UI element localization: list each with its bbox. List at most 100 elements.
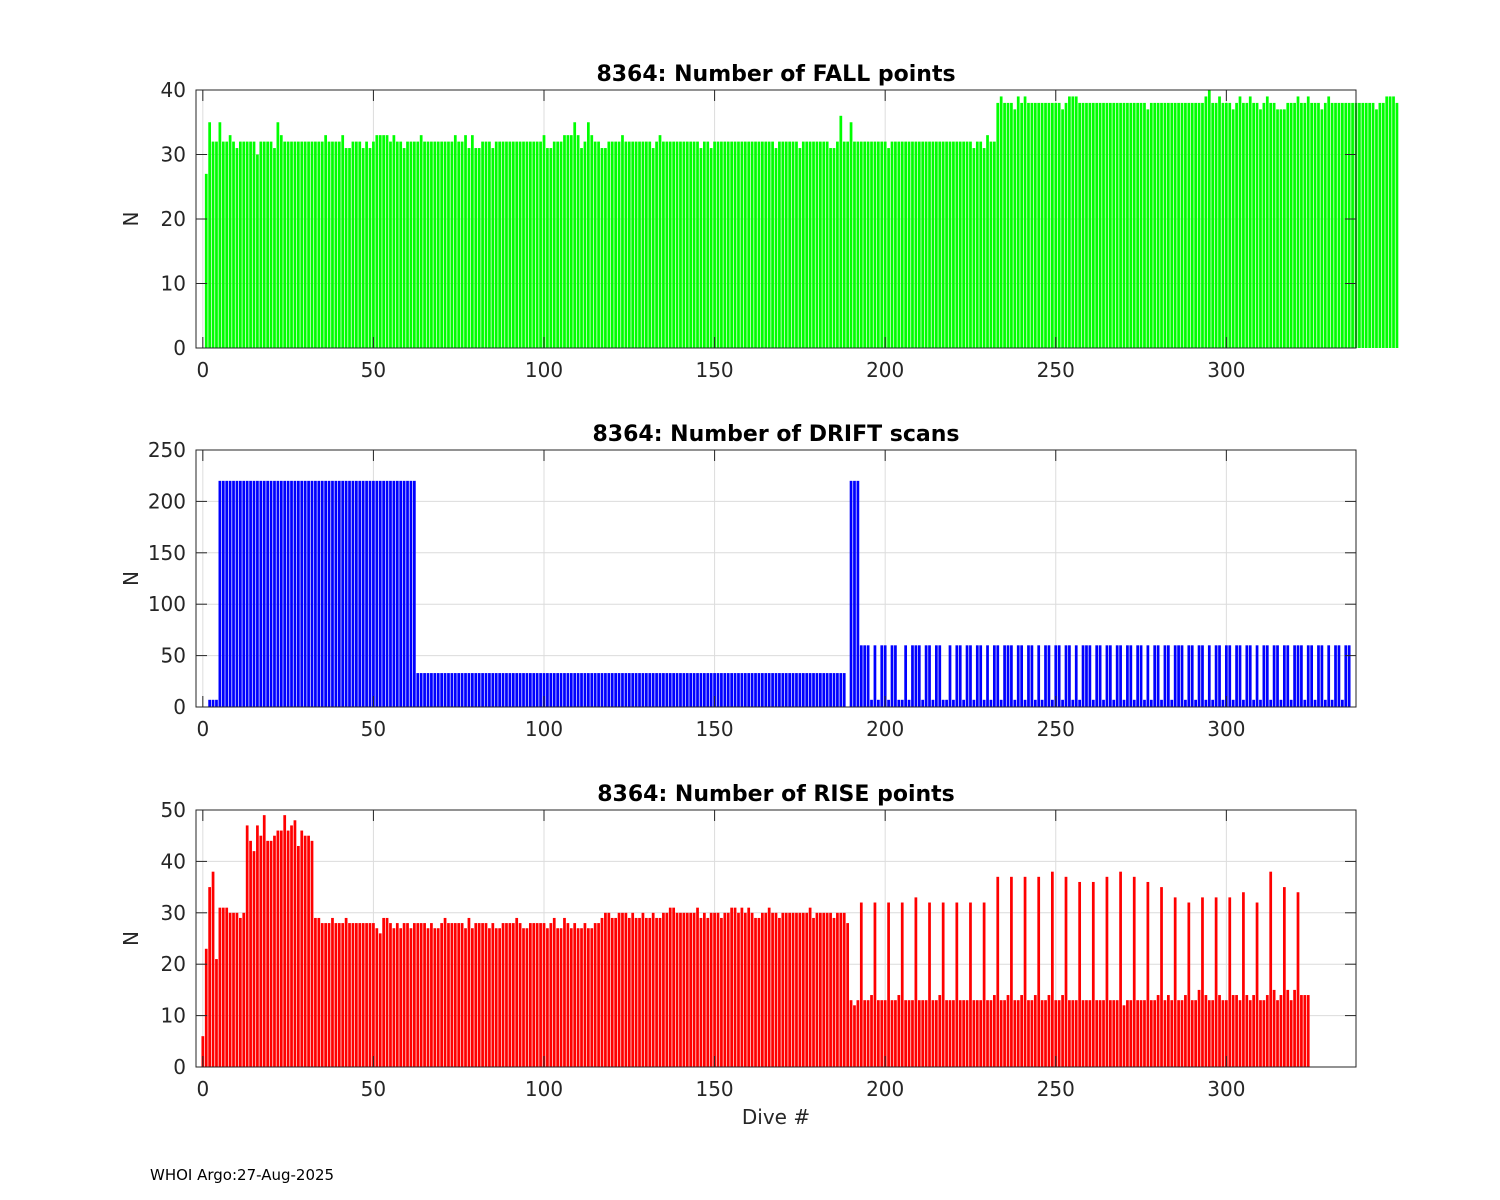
bar	[535, 923, 539, 1067]
bar	[238, 480, 242, 707]
bar	[406, 141, 409, 348]
bar	[836, 912, 839, 1067]
bar	[1190, 645, 1194, 707]
bar	[709, 912, 713, 1067]
bar	[648, 917, 652, 1067]
bar	[358, 923, 362, 1067]
bar	[846, 141, 850, 348]
bar	[764, 141, 768, 348]
bar	[395, 923, 399, 1067]
bar	[945, 699, 948, 707]
bar	[958, 1000, 962, 1067]
bar	[655, 673, 658, 707]
bar	[894, 1000, 897, 1067]
bar	[382, 480, 386, 707]
bar	[945, 141, 948, 348]
bar	[880, 1000, 884, 1067]
bar	[546, 928, 549, 1067]
bar	[467, 148, 471, 348]
bar	[242, 480, 246, 707]
bar	[528, 141, 532, 348]
bar	[638, 141, 641, 348]
bar	[607, 673, 611, 707]
bar	[1255, 645, 1259, 707]
bar	[426, 673, 430, 707]
bar	[238, 141, 242, 348]
bar	[1044, 102, 1047, 349]
bar	[726, 673, 730, 707]
bar	[286, 141, 290, 348]
ticks-fall: 0 50 100 150 200 250 300 0 10 20 30 40	[161, 78, 1356, 382]
bar	[573, 122, 577, 348]
bar	[969, 902, 972, 1067]
bar	[863, 645, 867, 707]
bar	[457, 141, 461, 348]
bar	[1023, 96, 1027, 348]
bar	[392, 928, 396, 1067]
bar	[1204, 699, 1208, 707]
bar	[597, 673, 600, 707]
bar	[665, 141, 669, 348]
bar	[1050, 102, 1054, 349]
bar	[1013, 1000, 1017, 1067]
bar	[1375, 109, 1378, 348]
bar	[600, 148, 604, 348]
bar	[900, 141, 904, 348]
bar	[907, 1000, 911, 1067]
bar	[358, 141, 362, 348]
bar	[1201, 897, 1204, 1067]
bar	[1129, 102, 1133, 349]
bar	[566, 673, 570, 707]
bar	[1197, 989, 1201, 1067]
bar	[399, 141, 403, 348]
bar	[842, 912, 846, 1067]
bar	[351, 923, 355, 1067]
bar	[767, 907, 771, 1067]
bar	[1218, 995, 1221, 1067]
bar	[941, 902, 945, 1067]
bar	[1231, 699, 1235, 707]
bar	[624, 912, 628, 1067]
bar	[1098, 645, 1102, 707]
bar	[1262, 102, 1266, 349]
bar	[399, 480, 403, 707]
bar	[375, 135, 379, 348]
bar	[726, 141, 730, 348]
bar	[460, 141, 464, 348]
bar	[1129, 1000, 1133, 1067]
bar	[1245, 645, 1249, 707]
bar	[488, 673, 491, 707]
bars-fall	[204, 90, 1399, 349]
bar	[293, 820, 297, 1067]
bar	[300, 830, 304, 1067]
bar	[1064, 876, 1068, 1067]
y-tick-label: 50	[161, 798, 186, 822]
bar	[1108, 102, 1112, 349]
bar	[679, 673, 682, 707]
bar	[1272, 645, 1276, 707]
bar	[259, 835, 263, 1067]
bar	[249, 840, 252, 1067]
bar	[552, 141, 556, 348]
bar	[440, 673, 444, 707]
bar	[1071, 699, 1075, 707]
bar	[859, 902, 863, 1067]
bar	[372, 923, 375, 1067]
bar	[549, 673, 553, 707]
bar	[457, 923, 461, 1067]
bar	[433, 928, 437, 1067]
bar	[310, 141, 314, 348]
bar	[870, 995, 873, 1067]
bar	[447, 141, 450, 348]
bar	[696, 673, 699, 707]
bar	[1153, 1000, 1157, 1067]
bar	[477, 923, 481, 1067]
bar	[378, 135, 382, 348]
bar	[644, 141, 648, 348]
bar	[433, 141, 437, 348]
bar	[737, 141, 740, 348]
bar	[621, 135, 624, 348]
bar	[539, 141, 542, 348]
bar	[1149, 1000, 1153, 1067]
bar	[1190, 1000, 1194, 1067]
